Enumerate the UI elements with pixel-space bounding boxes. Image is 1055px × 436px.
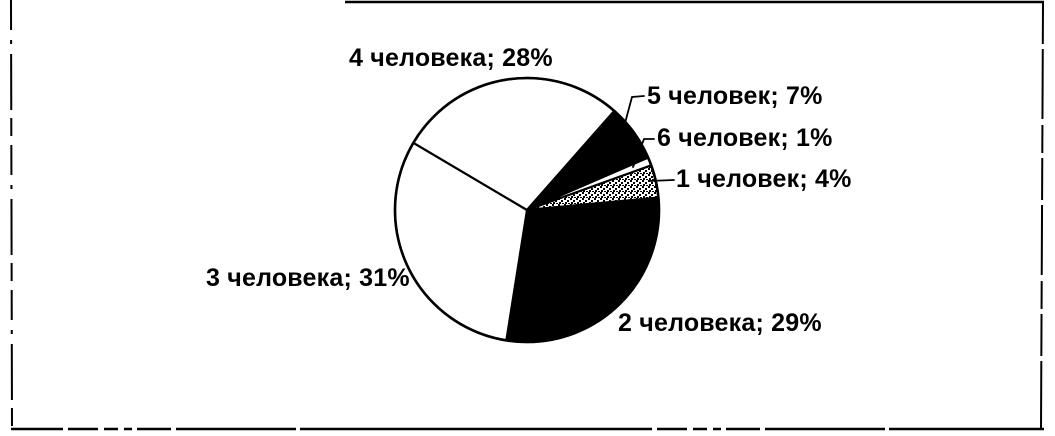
leader-line-5-persons (616, 95, 645, 154)
frame-right-border (1040, 1, 1044, 430)
pie-data-label-6-persons: 6 человек; 1% (657, 124, 833, 152)
pie-data-label-1-person: 1 человек; 4% (676, 165, 852, 193)
leader-lines (616, 95, 675, 182)
pie-outline (393, 76, 661, 344)
leader-line-6-persons (632, 138, 655, 168)
pie-data-label-3-persons: 3 человека; 31% (206, 264, 410, 292)
pie-data-label-2-persons: 2 человека; 29% (618, 309, 822, 337)
pie-data-label-5-persons: 5 человек; 7% (647, 82, 823, 110)
leader-line-1-person (648, 179, 675, 182)
pie-data-label-4-persons: 4 человека; 28% (349, 44, 553, 72)
figure-frame (10, 0, 1044, 431)
frame-left-border (10, 0, 13, 431)
pie (393, 76, 661, 344)
